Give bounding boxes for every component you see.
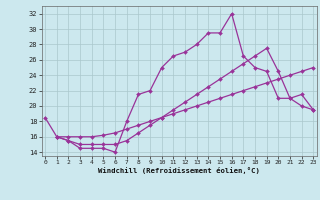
X-axis label: Windchill (Refroidissement éolien,°C): Windchill (Refroidissement éolien,°C) — [98, 167, 260, 174]
